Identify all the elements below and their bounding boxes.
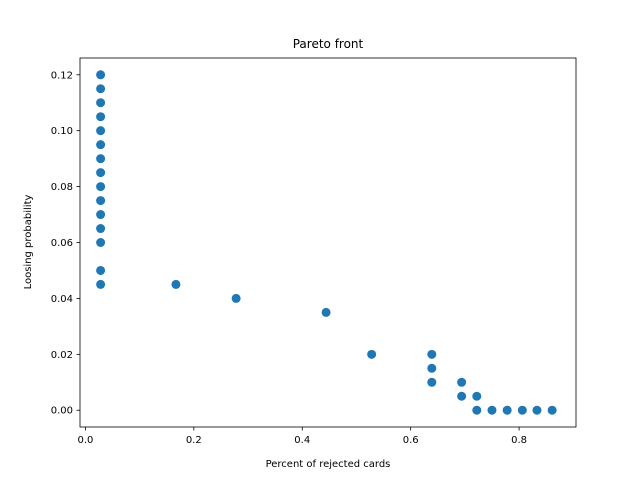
data-point [96, 84, 106, 94]
data-point [472, 391, 482, 401]
data-point [96, 238, 106, 247]
data-point [96, 168, 106, 178]
data-point [96, 196, 106, 206]
data-point [457, 377, 467, 387]
data-point [427, 363, 437, 373]
data-point [427, 377, 437, 387]
data-point [96, 70, 106, 80]
plot-area [80, 58, 576, 427]
points-layer [96, 70, 557, 415]
data-point [427, 349, 437, 359]
data-point [96, 154, 106, 164]
data-point [96, 210, 106, 220]
data-point [547, 405, 557, 415]
chart-title: Pareto front [293, 37, 364, 51]
y-tick-label: 0.00 [51, 406, 73, 417]
x-tick-label: 0.2 [186, 435, 202, 446]
y-tick-label: 0.12 [51, 70, 73, 81]
data-point [532, 405, 542, 415]
data-point [96, 224, 106, 234]
y-tick-label: 0.08 [51, 182, 73, 193]
data-point [96, 182, 106, 192]
x-tick-label: 0.0 [77, 435, 93, 446]
data-point [96, 265, 106, 275]
data-point [96, 98, 106, 108]
data-point [472, 405, 482, 415]
data-point [321, 307, 331, 317]
data-point [367, 349, 377, 359]
y-axis-ticks: 0.00 0.02 0.04 0.06 0.08 0.10 0.12 [51, 70, 80, 417]
data-point [502, 405, 512, 415]
y-tick-label: 0.10 [51, 126, 73, 137]
y-tick-label: 0.02 [51, 350, 73, 361]
x-axis-ticks: 0.0 0.2 0.4 0.6 0.8 [77, 427, 527, 446]
data-point [96, 279, 106, 289]
y-tick-label: 0.06 [51, 238, 73, 249]
x-tick-label: 0.6 [403, 435, 419, 446]
x-tick-label: 0.4 [294, 435, 310, 446]
y-axis-label: Loosing probability [23, 195, 34, 290]
y-tick-label: 0.04 [51, 294, 73, 305]
data-point [96, 140, 106, 150]
data-point [231, 293, 241, 303]
data-point [171, 279, 181, 289]
x-tick-label: 0.8 [511, 435, 527, 446]
data-point [457, 391, 467, 401]
x-axis-label: Percent of rejected cards [266, 459, 391, 470]
data-point [487, 405, 497, 415]
data-point [96, 126, 106, 136]
data-point [96, 112, 106, 122]
data-point [517, 405, 527, 415]
